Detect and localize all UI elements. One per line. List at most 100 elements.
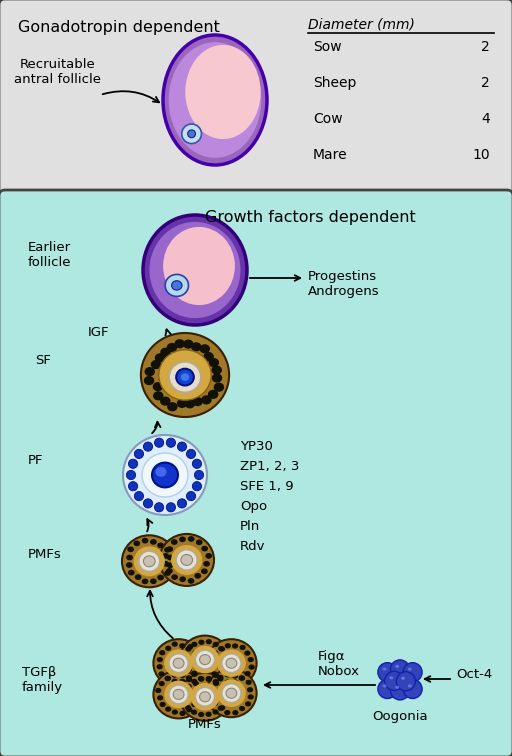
Text: Sheep: Sheep [313,76,356,90]
Ellipse shape [245,702,251,707]
Circle shape [385,671,403,690]
Ellipse shape [246,680,252,685]
Ellipse shape [143,556,155,567]
Ellipse shape [195,573,201,578]
FancyBboxPatch shape [0,0,512,196]
Circle shape [193,482,202,491]
Ellipse shape [157,696,163,701]
Circle shape [195,470,204,479]
Ellipse shape [158,671,165,677]
Ellipse shape [150,222,241,318]
Ellipse shape [164,570,171,576]
Text: TGFβ
family: TGFβ family [22,666,63,694]
Ellipse shape [226,688,237,699]
Ellipse shape [157,543,164,548]
Ellipse shape [176,550,197,570]
Ellipse shape [389,677,393,680]
Ellipse shape [213,680,219,686]
Ellipse shape [163,35,267,165]
Ellipse shape [155,353,165,362]
Ellipse shape [206,639,212,644]
Ellipse shape [164,649,193,677]
Ellipse shape [185,705,191,710]
Ellipse shape [224,680,230,685]
Ellipse shape [382,684,387,687]
Ellipse shape [219,668,225,673]
Circle shape [143,499,153,508]
Ellipse shape [164,680,193,708]
Ellipse shape [167,402,178,411]
Ellipse shape [142,453,188,497]
Ellipse shape [141,333,229,417]
Ellipse shape [166,547,173,552]
Ellipse shape [179,576,186,582]
Ellipse shape [127,547,134,552]
Ellipse shape [122,535,177,587]
Ellipse shape [206,677,212,682]
Ellipse shape [187,644,194,649]
Ellipse shape [239,675,245,680]
Text: Oct-4: Oct-4 [456,668,492,680]
Ellipse shape [248,657,254,662]
Ellipse shape [196,696,202,701]
Ellipse shape [160,348,170,357]
Ellipse shape [181,554,193,565]
Ellipse shape [150,539,157,545]
Ellipse shape [157,575,164,581]
Ellipse shape [208,389,219,399]
Ellipse shape [191,702,198,707]
Ellipse shape [169,654,188,673]
Ellipse shape [162,553,169,559]
Ellipse shape [193,397,203,406]
Ellipse shape [205,711,211,717]
Ellipse shape [219,705,225,711]
Ellipse shape [126,562,133,568]
Circle shape [134,449,143,459]
Ellipse shape [200,655,210,665]
Ellipse shape [408,668,412,671]
Ellipse shape [217,675,224,680]
Ellipse shape [224,710,230,715]
Ellipse shape [177,398,187,408]
Text: Figα
Nobox: Figα Nobox [318,650,360,678]
Ellipse shape [239,675,245,680]
Ellipse shape [159,350,211,400]
Ellipse shape [191,642,198,647]
Ellipse shape [232,674,238,679]
Ellipse shape [219,683,225,689]
Ellipse shape [179,537,186,542]
Ellipse shape [212,642,219,647]
Ellipse shape [179,643,185,649]
Ellipse shape [232,643,238,649]
Ellipse shape [153,391,163,401]
Ellipse shape [395,665,399,668]
Ellipse shape [182,653,188,658]
Ellipse shape [152,463,178,488]
Ellipse shape [195,688,201,693]
Ellipse shape [209,657,215,662]
Ellipse shape [213,673,219,678]
Ellipse shape [222,684,241,702]
Ellipse shape [187,578,195,584]
Ellipse shape [164,676,170,681]
Circle shape [378,680,397,699]
Ellipse shape [185,646,191,652]
Circle shape [391,660,410,679]
Ellipse shape [226,658,237,668]
Text: 2: 2 [481,76,490,90]
Ellipse shape [194,657,200,662]
Ellipse shape [180,673,230,720]
Ellipse shape [176,369,194,386]
Ellipse shape [159,650,165,655]
Circle shape [166,503,176,512]
Ellipse shape [159,681,165,686]
Ellipse shape [186,677,193,682]
Ellipse shape [395,686,399,689]
Ellipse shape [247,687,253,692]
Ellipse shape [153,382,163,392]
Text: Mare: Mare [313,148,348,162]
Ellipse shape [212,709,219,714]
Ellipse shape [164,547,171,553]
Ellipse shape [196,650,215,669]
Circle shape [177,499,186,508]
